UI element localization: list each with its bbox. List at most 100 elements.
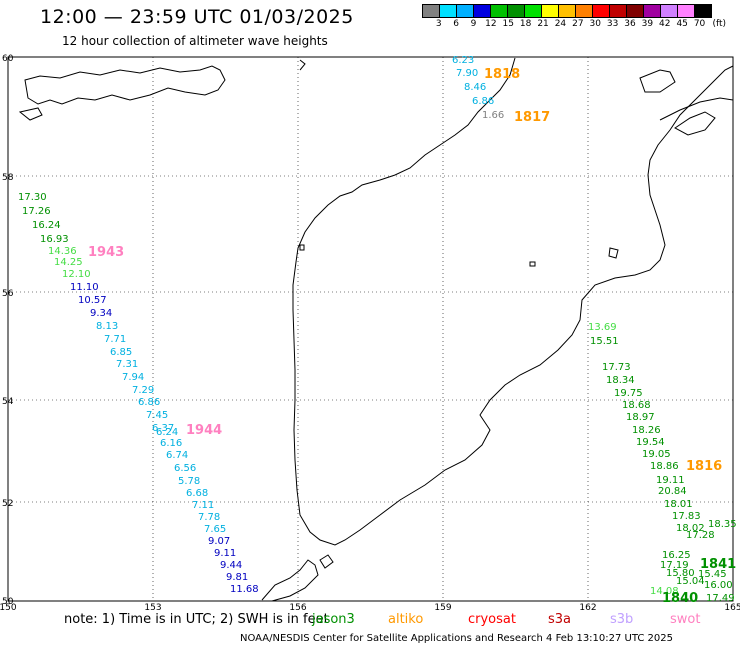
pass-label: 1943 [88, 245, 124, 260]
swh-value: 10.57 [78, 295, 107, 306]
swh-value: 6.68 [186, 488, 208, 499]
swh-value: 17.83 [672, 511, 701, 522]
map-frame [7, 56, 734, 602]
mission-jason3: jason3 [312, 612, 355, 627]
mission-cryosat: cryosat [468, 612, 516, 627]
swh-value: 16.00 [704, 580, 733, 591]
swh-value: 15.04 [676, 576, 705, 587]
swh-value: 6.37 [152, 423, 174, 434]
pass-labels: 1818 1817 1943 1944 1816 1841 1840 [88, 67, 736, 606]
pass-label: 1840 [662, 591, 698, 606]
swh-value: 6.24 [156, 427, 178, 438]
swh-value: 15.80 [666, 568, 695, 579]
color-swatch [694, 4, 712, 18]
scale-label: 6 [453, 19, 459, 29]
scale-unit: (ft) [712, 19, 727, 29]
pass-label: 1816 [686, 459, 722, 474]
swh-value: 11.10 [70, 282, 99, 293]
lon-label: 156 [289, 603, 306, 613]
swh-value: 9.81 [226, 572, 248, 583]
scale-label: 45 [676, 19, 688, 29]
lat-label: 50 [2, 597, 14, 607]
swh-value: 7.78 [198, 512, 220, 523]
coastline [18, 57, 734, 602]
mission-altiko: altiko [388, 612, 424, 627]
scale-label: 18 [519, 19, 532, 29]
swh-value: 7.71 [104, 334, 126, 345]
swh-value: 7.29 [132, 385, 154, 396]
swh-value: 5.78 [178, 476, 200, 487]
scale-label: 33 [606, 19, 619, 29]
swh-value: 17.26 [22, 206, 51, 217]
swh-value: 7.90 [456, 68, 478, 79]
mission-swot: swot [670, 612, 701, 627]
scale-label: 24 [554, 19, 567, 29]
swh-value: 18.26 [632, 425, 661, 436]
scale-label: 3 [435, 19, 442, 29]
swh-value: 6.74 [166, 450, 188, 461]
lat-label: 56 [2, 289, 14, 299]
swh-value: 18.01 [664, 499, 693, 510]
pass-label: 1818 [484, 67, 520, 82]
page-subtitle: 12 hour collection of altimeter wave hei… [62, 34, 328, 48]
lon-label: 153 [144, 603, 161, 613]
observation-labels: 6.23 7.90 8.46 6.86 1.66 17.30 17.26 16.24 16.93… [18, 55, 737, 604]
footer-credit: NOAA/NESDIS Center for Satellite Applica… [240, 633, 673, 644]
scale-label: 27 [572, 19, 584, 29]
swh-value: 9.34 [90, 308, 112, 319]
color-scale-legend: 3 6 9 12 15 18 21 24 27 30 33 36 39 42 45 70 (ft) [422, 4, 730, 29]
pass-label: 1944 [186, 423, 222, 438]
swh-value: 14.36 [48, 246, 77, 257]
swh-value: 6.86 [472, 96, 494, 107]
swh-value: 17.19 [660, 560, 689, 571]
lat-label: 54 [2, 397, 14, 407]
swh-value: 9.07 [208, 536, 230, 547]
scale-label: 42 [659, 19, 671, 29]
swh-value: 17.49 [706, 593, 735, 604]
swh-value: 18.97 [626, 412, 655, 423]
swh-value: 14.08 [650, 586, 679, 597]
swh-value: 7.65 [204, 524, 226, 535]
mission-s3a: s3a [548, 612, 572, 627]
lon-label: 162 [579, 603, 596, 613]
swh-value: 6.23 [452, 55, 474, 66]
swh-value: 16.24 [32, 220, 61, 231]
swh-value: 18.86 [650, 461, 679, 472]
scale-label: 70 [693, 19, 706, 29]
lon-label: 150 [0, 603, 17, 613]
swh-value: 11.68 [230, 584, 259, 595]
swh-value: 6.16 [160, 438, 182, 449]
swh-value: 7.11 [192, 500, 214, 511]
scale-label: 39 [641, 19, 654, 29]
swh-value: 18.34 [606, 375, 635, 386]
swh-value: 9.11 [214, 548, 236, 559]
scale-label: 15 [502, 19, 514, 29]
swh-value: 6.56 [174, 463, 196, 474]
scale-label: 21 [537, 19, 549, 29]
footer-note: note: 1) Time is in UTC; 2) SWH is in fe… [64, 612, 329, 627]
pass-label: 1841 [700, 557, 736, 572]
pass-label: 1817 [514, 110, 550, 125]
page-title: 12:00 — 23:59 UTC 01/03/2025 [40, 6, 354, 28]
swh-value: 19.54 [636, 437, 665, 448]
mission-s3b: s3b [610, 612, 634, 627]
swh-value: 17.28 [686, 530, 715, 541]
scale-label: 36 [624, 19, 636, 29]
swh-value: 7.45 [146, 410, 168, 421]
swh-value: 7.94 [122, 372, 144, 383]
lat-label: 58 [2, 173, 14, 183]
scale-label: 9 [470, 19, 477, 29]
swh-value: 7.31 [116, 359, 138, 370]
swh-value: 16.25 [662, 550, 691, 561]
map-grid [8, 57, 733, 601]
swh-value: 9.44 [220, 560, 242, 571]
swh-value: 8.46 [464, 82, 486, 93]
swh-value: 17.30 [18, 192, 47, 203]
swh-value: 19.75 [614, 388, 643, 399]
lon-label: 159 [434, 603, 451, 613]
swh-value: 1.66 [482, 110, 504, 121]
lon-label: 165 [724, 603, 740, 613]
swh-value: 19.11 [656, 475, 685, 486]
